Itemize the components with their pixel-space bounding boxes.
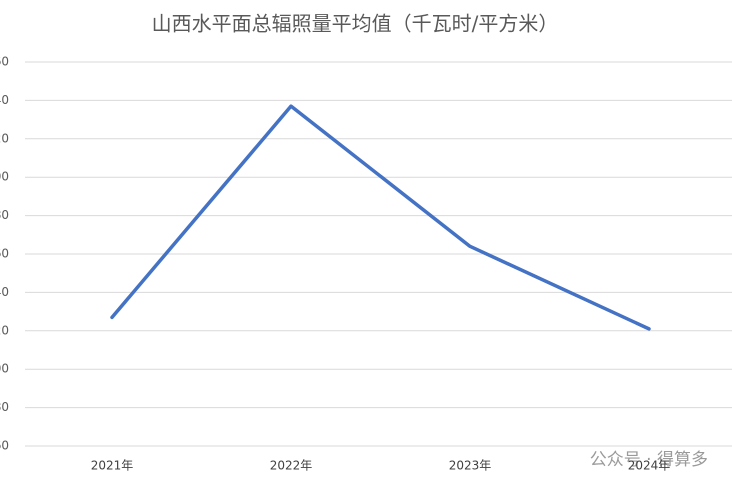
y-tick-label: 1520 bbox=[0, 131, 9, 145]
x-tick-label: 2024年 bbox=[628, 459, 671, 473]
watermark: 公众号 · 得算多 bbox=[590, 450, 708, 470]
chart-title: 山西水平面总辐照量平均值（千瓦时/平方米） bbox=[152, 12, 559, 36]
y-tick-label: 1380 bbox=[0, 400, 9, 414]
y-tick-label: 1420 bbox=[0, 323, 9, 337]
x-tick-label: 2022年 bbox=[270, 459, 313, 473]
x-tick-label: 2023年 bbox=[449, 459, 492, 473]
y-tick-label: 1540 bbox=[0, 93, 9, 107]
x-tick-label: 2021年 bbox=[91, 459, 134, 473]
y-tick-label: 1560 bbox=[0, 55, 9, 69]
y-tick-label: 1460 bbox=[0, 247, 9, 261]
y-tick-label: 1400 bbox=[0, 362, 9, 376]
y-tick-label: 1480 bbox=[0, 208, 9, 222]
y-tick-label: 1500 bbox=[0, 170, 9, 184]
line-series bbox=[110, 104, 651, 331]
y-tick-label: 1360 bbox=[0, 439, 9, 453]
y-tick-label: 1440 bbox=[0, 285, 9, 299]
